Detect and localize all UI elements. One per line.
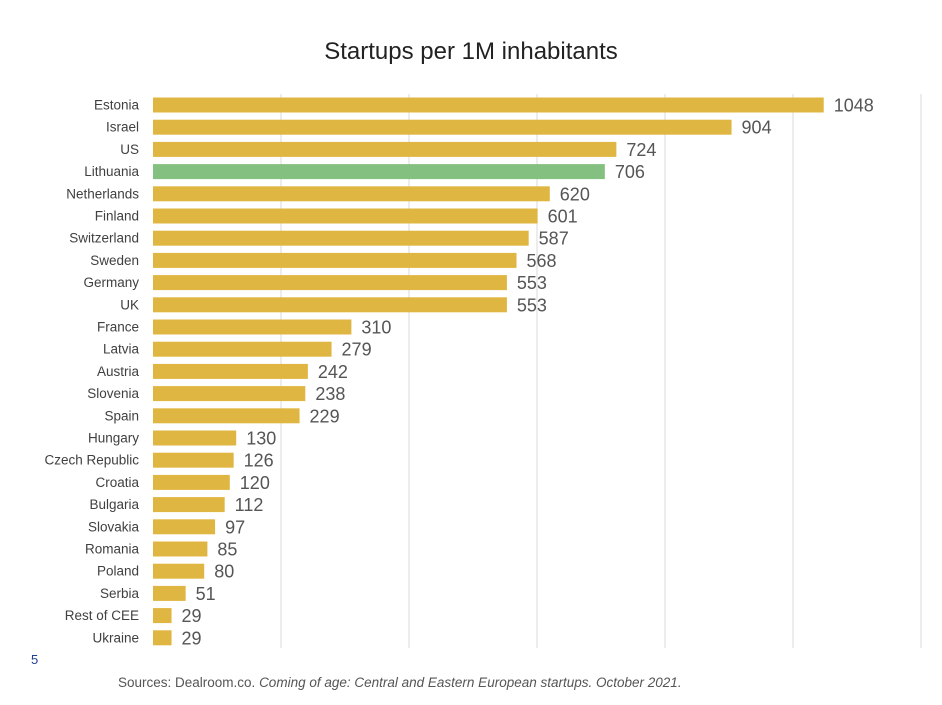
category-label-bulgaria: Bulgaria [89,497,139,512]
category-label-switzerland: Switzerland [69,231,139,246]
value-label-slovenia: 238 [315,384,345,404]
bars [153,97,824,646]
category-label-austria: Austria [97,364,140,379]
bar-bulgaria [153,497,225,513]
category-label-france: France [97,320,139,335]
bar-lithuania [153,164,605,180]
bar-latvia [153,341,332,357]
value-label-croatia: 120 [240,473,270,493]
bar-czech-republic [153,452,234,468]
bar-poland [153,563,205,579]
value-label-france: 310 [361,318,391,338]
category-label-netherlands: Netherlands [66,186,139,201]
value-label-us: 724 [626,140,656,160]
value-label-netherlands: 620 [560,184,590,204]
sources-prefix: Sources: Dealroom.co. [118,675,260,690]
value-label-ukraine: 29 [182,628,202,648]
bar-rest-of-cee [153,608,172,624]
bar-us [153,141,617,157]
value-label-sweden: 568 [527,251,557,271]
value-label-austria: 242 [318,362,348,382]
value-label-serbia: 51 [196,584,216,604]
category-label-slovenia: Slovenia [87,386,139,401]
bar-finland [153,208,538,224]
bar-slovenia [153,386,306,402]
bar-hungary [153,430,237,446]
bar-croatia [153,474,230,490]
category-label-lithuania: Lithuania [84,164,139,179]
category-label-uk: UK [120,297,139,312]
category-label-serbia: Serbia [100,586,140,601]
bar-ukraine [153,630,172,646]
category-label-hungary: Hungary [88,431,139,446]
page-number: 5 [31,652,39,667]
category-label-sweden: Sweden [90,253,139,268]
bar-france [153,319,352,335]
chart-title: Startups per 1M inhabitants [324,38,618,65]
value-label-slovakia: 97 [225,517,245,537]
bar-uk [153,297,507,313]
value-label-israel: 904 [742,118,772,138]
value-label-bulgaria: 112 [235,495,264,515]
value-label-rest-of-cee: 29 [182,606,202,626]
value-label-uk: 553 [517,295,547,315]
value-label-latvia: 279 [342,340,372,360]
category-label-finland: Finland [95,209,139,224]
bar-serbia [153,585,186,601]
sources-note: Sources: Dealroom.co. Coming of age: Cen… [118,675,682,690]
bar-switzerland [153,230,529,246]
category-label-poland: Poland [97,564,139,579]
value-label-poland: 80 [214,562,234,582]
category-label-us: US [120,142,139,157]
value-label-czech-republic: 126 [244,451,274,471]
value-labels: 1048904724706620601587568553553310279242… [182,96,874,649]
bar-austria [153,363,308,379]
bar-germany [153,275,507,291]
bar-romania [153,541,208,557]
bar-spain [153,408,300,424]
category-label-croatia: Croatia [95,475,139,490]
bar-sweden [153,252,517,268]
value-label-estonia: 1048 [834,96,874,116]
value-label-switzerland: 587 [539,229,569,249]
category-label-slovakia: Slovakia [88,519,140,534]
category-label-israel: Israel [106,120,139,135]
category-label-czech-republic: Czech Republic [44,453,139,468]
value-label-finland: 601 [548,207,578,227]
bar-slovakia [153,519,216,535]
value-label-spain: 229 [310,406,340,426]
value-label-lithuania: 706 [615,162,645,182]
bar-estonia [153,97,824,113]
value-label-hungary: 130 [246,429,276,449]
category-label-rest-of-cee: Rest of CEE [65,608,139,623]
value-label-germany: 553 [517,273,547,293]
bar-israel [153,119,732,135]
value-label-romania: 85 [217,540,237,560]
sources-title: Coming of age: Central and Eastern Europ… [259,675,682,690]
category-labels: Estonia Israel US Lithuania Netherlands Finla… [44,98,139,646]
category-label-germany: Germany [83,275,139,290]
category-label-spain: Spain [104,408,139,423]
category-label-ukraine: Ukraine [92,630,139,645]
category-label-romania: Romania [85,542,140,557]
category-label-latvia: Latvia [103,342,140,357]
bar-netherlands [153,186,550,202]
category-label-estonia: Estonia [94,98,140,113]
